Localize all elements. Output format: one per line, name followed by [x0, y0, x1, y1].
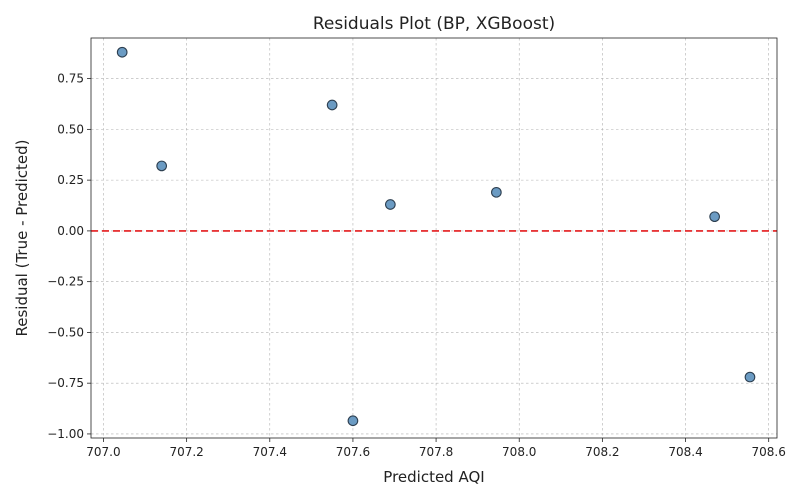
- x-tick-label: 707.2: [169, 445, 203, 459]
- x-tick-label: 708.6: [752, 445, 786, 459]
- data-point: [347, 415, 359, 427]
- x-axis-label: Predicted AQI: [383, 468, 484, 486]
- y-tick-label: 0.75: [57, 72, 84, 86]
- data-points: [116, 46, 756, 427]
- y-tick-label: −0.50: [47, 325, 84, 339]
- plot-frame: [90, 37, 778, 439]
- y-tick-label: −0.75: [47, 376, 84, 390]
- x-tick-label: 707.6: [336, 445, 370, 459]
- y-tick-label: −0.25: [47, 275, 84, 289]
- x-tick-label: 708.4: [668, 445, 702, 459]
- x-tick-label: 708.0: [502, 445, 536, 459]
- data-point: [491, 186, 502, 198]
- x-tick-label: 707.4: [253, 445, 287, 459]
- y-tick-label: −1.00: [47, 427, 84, 441]
- x-tick-label: 707.0: [86, 445, 120, 459]
- y-axis-label: Residual (True - Predicted): [13, 139, 31, 336]
- chart-title: Residuals Plot (BP, XGBoost): [313, 14, 555, 34]
- data-point: [156, 160, 168, 172]
- x-tick-label: 708.2: [585, 445, 619, 459]
- data-point: [116, 46, 128, 58]
- data-point: [384, 199, 396, 210]
- grid: [91, 38, 777, 438]
- y-tick-label: 0.50: [57, 122, 84, 136]
- y-tick-label: 0.25: [57, 173, 84, 187]
- y-tick-label: 0.00: [57, 224, 84, 238]
- x-tick-label: 707.8: [419, 445, 453, 459]
- data-point: [709, 211, 720, 223]
- x-axis-ticks: 707.0 707.2 707.4 707.6 707.8 708.0 708.2 708.4…: [86, 438, 786, 459]
- y-axis-ticks: −1.00 −0.75 −0.50 −0.25 0.00 0.25 0.50 0.75: [47, 72, 91, 441]
- data-point: [744, 371, 756, 383]
- data-point: [326, 99, 338, 111]
